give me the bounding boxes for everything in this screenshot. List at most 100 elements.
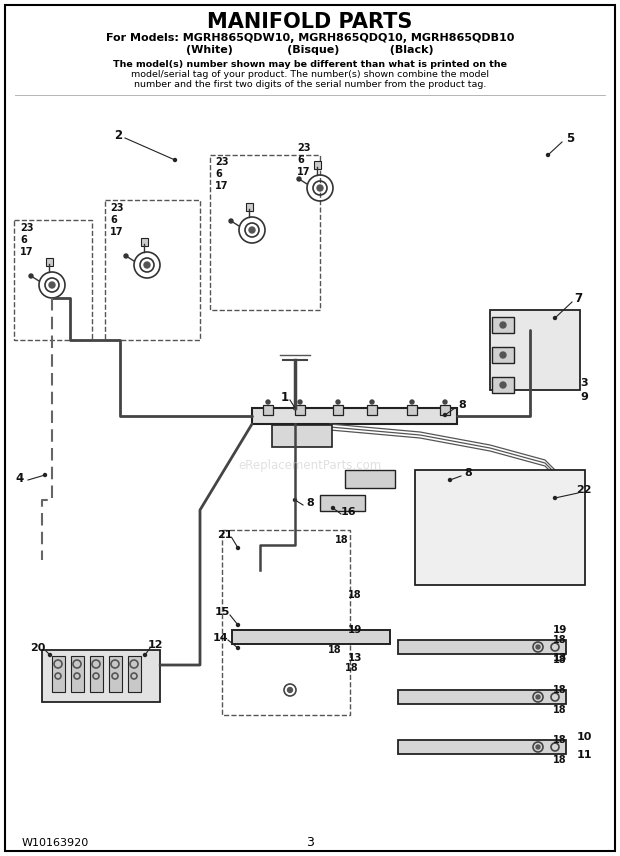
Bar: [46, 258, 53, 266]
Circle shape: [500, 352, 506, 358]
Text: The model(s) number shown may be different than what is printed on the: The model(s) number shown may be differe…: [113, 60, 507, 68]
Text: 4: 4: [16, 472, 24, 484]
Bar: [295, 405, 305, 415]
Circle shape: [536, 695, 540, 699]
Text: 18: 18: [553, 685, 567, 695]
Circle shape: [554, 317, 557, 319]
Text: 12: 12: [148, 640, 162, 650]
Text: 10: 10: [577, 732, 591, 742]
Circle shape: [124, 254, 128, 258]
Text: 18: 18: [553, 635, 567, 645]
Bar: [345, 470, 395, 488]
Circle shape: [293, 407, 296, 409]
Circle shape: [443, 400, 447, 404]
Circle shape: [448, 479, 451, 482]
Bar: [141, 238, 148, 246]
Bar: [492, 317, 514, 333]
Text: 11: 11: [576, 750, 591, 760]
Text: 23: 23: [110, 203, 123, 213]
Bar: [52, 656, 65, 692]
Circle shape: [500, 322, 506, 328]
Bar: [14, 220, 92, 340]
Bar: [105, 200, 200, 340]
Circle shape: [29, 274, 33, 278]
Bar: [320, 495, 365, 511]
Text: 15: 15: [215, 607, 229, 617]
Bar: [210, 155, 320, 310]
Circle shape: [43, 473, 46, 477]
Circle shape: [317, 185, 323, 191]
Bar: [333, 405, 343, 415]
Bar: [272, 425, 332, 447]
Text: 1: 1: [281, 390, 289, 403]
Text: 5: 5: [566, 132, 574, 145]
Text: 20: 20: [30, 643, 46, 653]
Text: 17: 17: [20, 247, 33, 257]
Text: 18: 18: [328, 645, 342, 655]
Text: 19: 19: [348, 625, 362, 635]
Text: 17: 17: [110, 227, 123, 237]
Circle shape: [174, 158, 177, 162]
Circle shape: [293, 498, 296, 502]
Bar: [398, 640, 566, 654]
Circle shape: [236, 546, 239, 550]
Text: 17: 17: [215, 181, 229, 191]
Text: 21: 21: [217, 530, 232, 540]
Text: 22: 22: [576, 485, 591, 495]
Bar: [232, 630, 390, 644]
Circle shape: [554, 496, 557, 500]
Bar: [90, 656, 103, 692]
Bar: [71, 656, 84, 692]
Text: number and the first two digits of the serial number from the product tag.: number and the first two digits of the s…: [134, 80, 486, 88]
Circle shape: [332, 507, 335, 509]
Circle shape: [546, 153, 549, 157]
Text: 18: 18: [348, 590, 362, 600]
Circle shape: [266, 400, 270, 404]
Bar: [314, 161, 321, 169]
Text: 18: 18: [553, 655, 567, 665]
Circle shape: [49, 282, 55, 288]
Text: 8: 8: [458, 400, 466, 410]
Circle shape: [336, 400, 340, 404]
Text: For Models: MGRH865QDW10, MGRH865QDQ10, MGRH865QDB10: For Models: MGRH865QDW10, MGRH865QDQ10, …: [106, 33, 514, 43]
Circle shape: [249, 227, 255, 233]
Bar: [222, 530, 350, 715]
Circle shape: [48, 653, 51, 657]
Text: 8: 8: [306, 498, 314, 508]
Text: model/serial tag of your product. The number(s) shown combine the model: model/serial tag of your product. The nu…: [131, 69, 489, 79]
Bar: [407, 405, 417, 415]
Text: 18: 18: [553, 705, 567, 715]
Text: 6: 6: [110, 215, 117, 225]
Text: 23: 23: [215, 157, 229, 167]
Bar: [42, 650, 160, 702]
Bar: [252, 408, 457, 424]
Text: 16: 16: [340, 507, 356, 517]
Text: 17: 17: [297, 167, 311, 177]
Bar: [398, 690, 566, 704]
Circle shape: [500, 382, 506, 388]
Circle shape: [229, 219, 233, 223]
Circle shape: [298, 400, 302, 404]
Circle shape: [370, 400, 374, 404]
Text: W10163920: W10163920: [22, 838, 89, 848]
Circle shape: [410, 400, 414, 404]
Circle shape: [236, 623, 239, 627]
Text: 13: 13: [348, 653, 362, 663]
Text: 7: 7: [574, 292, 582, 305]
Bar: [398, 740, 566, 754]
Text: 18: 18: [553, 735, 567, 745]
Bar: [246, 203, 253, 211]
Text: 14: 14: [212, 633, 228, 643]
Text: 6: 6: [297, 155, 304, 165]
Circle shape: [297, 177, 301, 181]
Circle shape: [536, 645, 540, 649]
Bar: [440, 405, 450, 415]
Text: 18: 18: [345, 663, 359, 673]
Circle shape: [144, 262, 150, 268]
Bar: [490, 310, 580, 390]
Text: 23: 23: [20, 223, 33, 233]
Text: eReplacementParts.com: eReplacementParts.com: [238, 459, 382, 472]
Text: 6: 6: [215, 169, 222, 179]
Text: 8: 8: [464, 468, 472, 478]
Bar: [263, 405, 273, 415]
